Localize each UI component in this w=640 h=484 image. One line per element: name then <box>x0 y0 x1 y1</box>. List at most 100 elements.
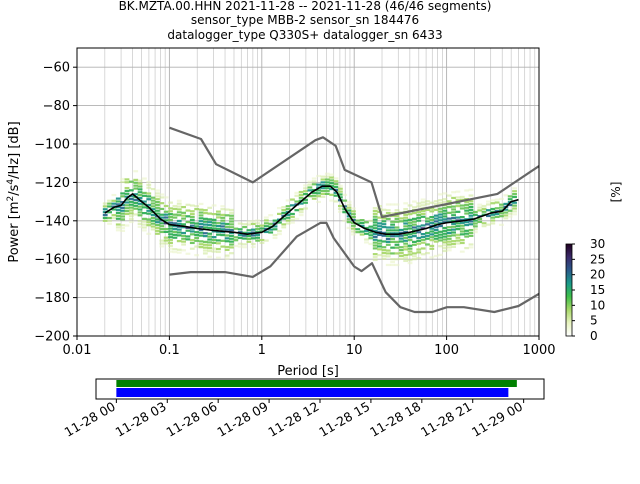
heatmap-cell <box>115 229 121 232</box>
heatmap-cell <box>159 207 165 211</box>
heatmap-cell <box>451 231 456 234</box>
heatmap-cell <box>250 245 256 249</box>
heatmap-cell <box>189 230 195 233</box>
heatmap-cell <box>255 225 261 228</box>
heatmap-cell <box>202 232 208 235</box>
heatmap-cell <box>512 193 517 196</box>
heatmap-cell <box>189 233 195 236</box>
heatmap-cell <box>446 243 452 246</box>
heatmap-cell <box>185 209 191 212</box>
heatmap-cell <box>159 228 165 231</box>
heatmap-cell <box>242 246 247 249</box>
heatmap-cell <box>390 235 396 238</box>
heatmap-cell <box>207 241 213 244</box>
heatmap-cell <box>137 185 143 188</box>
heatmap-cell <box>150 187 156 191</box>
heatmap-cell <box>499 223 504 226</box>
heatmap-cell <box>342 193 348 196</box>
heatmap-cell <box>272 225 278 228</box>
heatmap-cell <box>346 221 352 224</box>
heatmap-cell <box>446 220 452 223</box>
heatmap-cell <box>481 204 487 208</box>
heatmap-cell <box>377 242 382 245</box>
heatmap-cell <box>490 202 496 205</box>
heatmap-cell <box>337 190 343 193</box>
heatmap-cell <box>390 240 396 244</box>
heatmap-cell <box>481 225 487 228</box>
series-lines <box>104 126 539 314</box>
heatmap-cell <box>346 218 352 221</box>
heatmap-cell <box>416 225 422 228</box>
heatmap-cell <box>298 211 304 214</box>
heatmap-cell <box>107 202 112 205</box>
heatmap-cell <box>390 246 396 249</box>
heatmap-cell <box>220 228 226 231</box>
x-tick-label: 1 <box>258 343 266 358</box>
heatmap-cell <box>255 236 261 239</box>
heatmap-cell <box>494 201 500 204</box>
heatmap-cell <box>438 213 443 216</box>
heatmap-cell <box>372 209 378 213</box>
heatmap-cell <box>172 251 178 254</box>
heatmap-cell <box>172 204 178 208</box>
heatmap-cell <box>351 218 356 222</box>
heatmap-cell <box>207 249 213 253</box>
heatmap-cell <box>459 218 465 222</box>
heatmap-cell <box>194 205 200 208</box>
heatmap-cell <box>102 216 108 220</box>
heatmap-cell <box>390 212 396 215</box>
heatmap-cell <box>438 201 443 205</box>
heatmap-cell <box>211 236 217 239</box>
heatmap-cell <box>433 200 439 203</box>
heatmap-cell <box>403 225 409 228</box>
heatmap-cell <box>420 201 426 204</box>
heatmap-cell <box>425 200 430 203</box>
heatmap-cell <box>276 212 282 215</box>
heatmap-cell <box>459 195 465 199</box>
x-tick-label: 0.01 <box>63 343 92 358</box>
heatmap-cell <box>168 224 173 227</box>
heatmap-cell <box>381 251 387 255</box>
heatmap-cell <box>446 200 452 203</box>
heatmap-cell <box>128 194 134 198</box>
heatmap-cell <box>433 208 439 212</box>
timeline-bar-blue <box>116 388 509 397</box>
heatmap-cell <box>346 226 352 229</box>
heatmap-cell <box>198 208 204 211</box>
heatmap-cell <box>102 213 108 217</box>
heatmap-cell <box>181 223 186 226</box>
heatmap-cell <box>237 242 243 245</box>
heatmap-cell <box>429 244 435 248</box>
heatmap-cell <box>115 217 121 220</box>
heatmap-cell <box>159 213 165 216</box>
heatmap-cell <box>442 241 448 244</box>
heatmap-cell <box>486 209 491 212</box>
heatmap-cell <box>368 225 374 228</box>
heatmap-cell <box>259 241 265 245</box>
heatmap-cell <box>311 180 317 183</box>
heatmap-cell <box>146 232 152 235</box>
heatmap-cell <box>433 226 439 229</box>
heatmap-cell <box>155 212 160 215</box>
heatmap-cell <box>451 242 456 246</box>
heatmap-cell <box>455 228 461 231</box>
heatmap-cell <box>189 218 195 222</box>
heatmap-cell <box>207 238 213 241</box>
heatmap-cell <box>189 238 195 242</box>
heatmap-cell <box>433 203 439 206</box>
heatmap-cell <box>133 178 139 181</box>
heatmap-cell <box>120 212 126 215</box>
heatmap-cell <box>372 224 378 227</box>
heatmap-cell <box>346 212 352 215</box>
heatmap-cell <box>455 236 461 239</box>
heatmap-cell <box>403 202 409 205</box>
heatmap-cell <box>337 204 343 208</box>
heatmap-cell <box>464 206 470 209</box>
heatmap-cell <box>381 208 387 211</box>
heatmap-cell <box>403 256 409 260</box>
heatmap-cell <box>459 204 465 207</box>
heatmap-cell <box>433 217 439 220</box>
heatmap-cell <box>377 225 382 228</box>
heatmap-cell <box>320 178 326 181</box>
heatmap-cell <box>311 194 317 197</box>
